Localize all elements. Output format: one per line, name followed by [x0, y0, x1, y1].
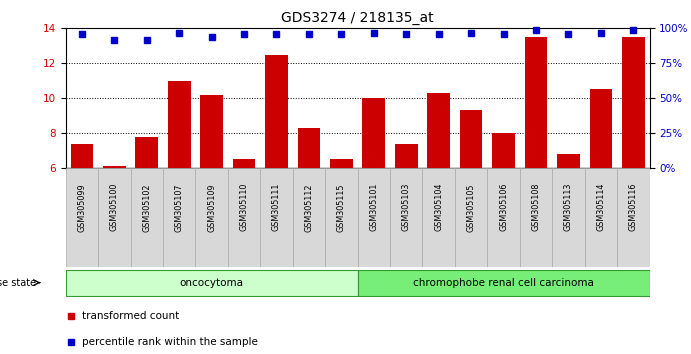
- Text: GSM305108: GSM305108: [531, 183, 540, 232]
- Text: GSM305107: GSM305107: [175, 183, 184, 232]
- Text: GSM305104: GSM305104: [434, 183, 443, 232]
- Bar: [325, 168, 358, 267]
- Text: GSM305112: GSM305112: [305, 183, 314, 232]
- Bar: [622, 37, 645, 168]
- Text: GSM305099: GSM305099: [77, 183, 86, 232]
- Bar: [617, 168, 650, 267]
- Bar: [363, 98, 385, 168]
- Text: GSM305110: GSM305110: [240, 183, 249, 232]
- Text: GSM305102: GSM305102: [142, 183, 151, 232]
- Text: disease state: disease state: [0, 278, 36, 288]
- Bar: [330, 159, 352, 168]
- Text: GSM305109: GSM305109: [207, 183, 216, 232]
- Bar: [589, 90, 612, 168]
- Bar: [66, 270, 358, 296]
- Bar: [233, 159, 256, 168]
- Text: GSM305116: GSM305116: [629, 183, 638, 232]
- Text: GSM305101: GSM305101: [369, 183, 378, 232]
- Bar: [492, 133, 515, 168]
- Bar: [524, 37, 547, 168]
- Bar: [427, 93, 450, 168]
- Text: GSM305103: GSM305103: [401, 183, 410, 232]
- Bar: [196, 168, 228, 267]
- Bar: [163, 168, 196, 267]
- Bar: [358, 168, 390, 267]
- Bar: [135, 137, 158, 168]
- Bar: [552, 168, 585, 267]
- Text: GSM305100: GSM305100: [110, 183, 119, 232]
- Text: GSM305111: GSM305111: [272, 183, 281, 232]
- Bar: [455, 168, 487, 267]
- Bar: [358, 270, 650, 296]
- Bar: [200, 95, 223, 168]
- Bar: [460, 110, 482, 168]
- Text: GSM305114: GSM305114: [596, 183, 605, 232]
- Bar: [487, 168, 520, 267]
- Bar: [261, 168, 293, 267]
- Text: GSM305113: GSM305113: [564, 183, 573, 232]
- Bar: [585, 168, 617, 267]
- Bar: [395, 144, 417, 168]
- Text: chromophobe renal cell carcinoma: chromophobe renal cell carcinoma: [413, 278, 594, 288]
- Text: percentile rank within the sample: percentile rank within the sample: [82, 337, 258, 347]
- Bar: [131, 168, 163, 267]
- Bar: [422, 168, 455, 267]
- Bar: [557, 154, 580, 168]
- Bar: [103, 166, 126, 168]
- Text: GSM305106: GSM305106: [499, 183, 508, 232]
- Bar: [228, 168, 261, 267]
- Bar: [298, 128, 321, 168]
- Text: oncocytoma: oncocytoma: [180, 278, 244, 288]
- Text: transformed count: transformed count: [82, 311, 179, 321]
- Bar: [520, 168, 552, 267]
- Bar: [98, 168, 131, 267]
- Text: GSM305105: GSM305105: [466, 183, 475, 232]
- Bar: [390, 168, 422, 267]
- Bar: [70, 144, 93, 168]
- Text: GSM305115: GSM305115: [337, 183, 346, 232]
- Bar: [66, 168, 98, 267]
- Bar: [168, 81, 191, 168]
- Title: GDS3274 / 218135_at: GDS3274 / 218135_at: [281, 11, 434, 24]
- Bar: [293, 168, 325, 267]
- Bar: [265, 55, 288, 168]
